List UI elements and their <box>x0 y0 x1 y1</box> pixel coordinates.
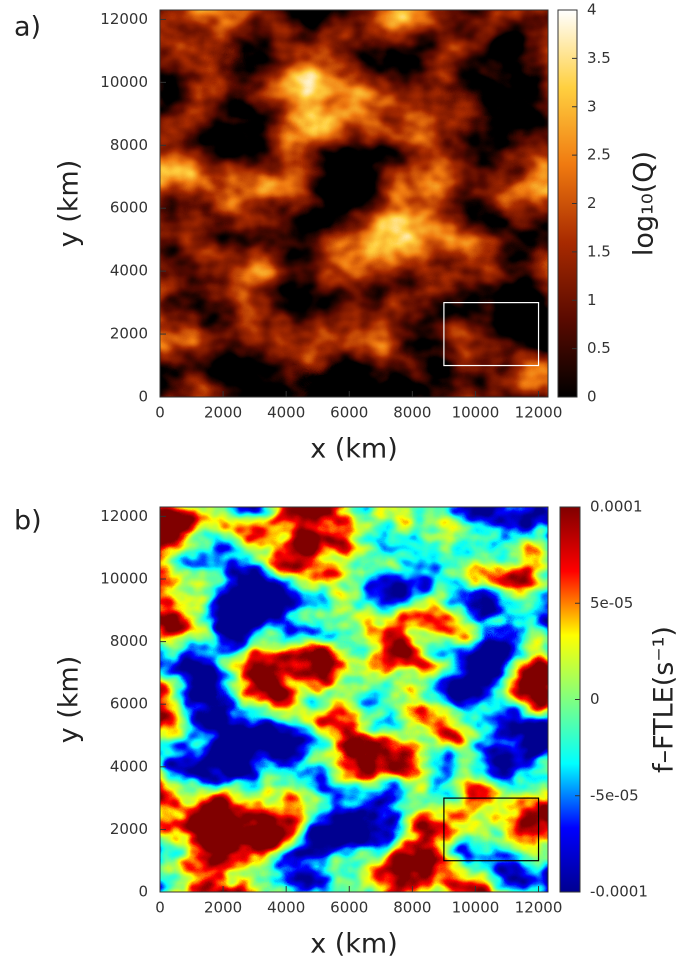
colorbar-tick-label: 1.5 <box>587 242 611 260</box>
colorbar-tick-label: 5e-05 <box>590 594 633 612</box>
x-tick-label: 0 <box>155 899 165 917</box>
colorbar-label: f–FTLE(s⁻¹) <box>649 626 680 773</box>
x-tick-label: 2000 <box>204 899 242 917</box>
y-tick-label: 12000 <box>100 10 148 28</box>
y-axis-label: y (km) <box>54 656 85 744</box>
y-tick-label: 4000 <box>110 262 148 280</box>
region-box <box>443 797 540 862</box>
colorbar-tick-label: -5e-05 <box>590 786 639 804</box>
colorbar-tick-label: 2 <box>587 194 597 212</box>
x-tick-label: 0 <box>155 404 165 422</box>
y-tick-label: 0 <box>138 388 148 406</box>
y-tick-label: 4000 <box>110 757 148 775</box>
plot-frame <box>159 9 549 398</box>
region-box <box>443 302 540 367</box>
colorbar-tick-label: 0.0001 <box>590 498 643 516</box>
x-tick-label: 10000 <box>452 404 500 422</box>
y-tick-label: 6000 <box>110 199 148 217</box>
y-tick-label: 10000 <box>100 569 148 587</box>
panel-label: a) <box>14 12 41 43</box>
y-tick-label: 6000 <box>110 695 148 713</box>
colorbar-tick-label: -0.0001 <box>590 883 648 901</box>
y-tick-label: 12000 <box>100 507 148 525</box>
x-tick-label: 6000 <box>330 899 368 917</box>
x-tick-label: 12000 <box>515 404 563 422</box>
colorbar-tick-label: 3 <box>587 97 597 115</box>
y-tick-label: 2000 <box>110 820 148 838</box>
y-tick-label: 0 <box>138 883 148 901</box>
y-tick-label: 2000 <box>110 325 148 343</box>
colorbar-tick-label: 3.5 <box>587 49 611 67</box>
colorbar-tick-label: 1 <box>587 291 597 309</box>
heatmap-field <box>160 10 548 397</box>
colorbar-tick-label: 4 <box>587 1 597 19</box>
x-tick-label: 10000 <box>452 899 500 917</box>
colorbar-tick-label: 2.5 <box>587 146 611 164</box>
x-tick-label: 4000 <box>267 404 305 422</box>
colorbar-tick-label: 0 <box>587 388 597 406</box>
x-tick-label: 12000 <box>515 899 563 917</box>
y-tick-label: 8000 <box>110 632 148 650</box>
x-tick-label: 4000 <box>267 899 305 917</box>
x-tick-label: 6000 <box>330 404 368 422</box>
x-axis-label: x (km) <box>310 929 398 960</box>
x-axis-label: x (km) <box>310 434 398 465</box>
y-tick-label: 10000 <box>100 73 148 91</box>
y-tick-label: 8000 <box>110 136 148 154</box>
colorbar-tick-label: 0 <box>590 690 600 708</box>
colorbar-tick-label: 0.5 <box>587 339 611 357</box>
plot-frame <box>159 506 549 893</box>
x-tick-label: 2000 <box>204 404 242 422</box>
colorbar-label: log₁₀(Q) <box>629 151 660 256</box>
x-tick-label: 8000 <box>393 404 431 422</box>
y-axis-label: y (km) <box>54 160 85 248</box>
x-tick-label: 8000 <box>393 899 431 917</box>
heatmap-field <box>160 507 548 892</box>
panel-label: b) <box>14 506 42 537</box>
